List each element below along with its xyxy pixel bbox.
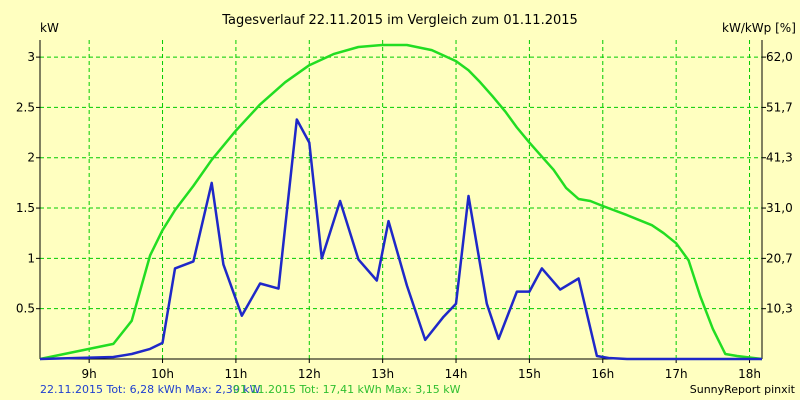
series-line-green_series — [39, 43, 763, 361]
axes — [36, 40, 766, 363]
y-tick-label-left: 1.5 — [16, 201, 35, 215]
y-tick-label-right: 31,0 — [766, 201, 793, 215]
x-tick-label: 10h — [151, 367, 174, 381]
grid — [40, 40, 762, 359]
x-tick-label: 16h — [591, 367, 614, 381]
x-tick-label: 14h — [445, 367, 468, 381]
y-tick-label-right: 20,7 — [766, 251, 793, 265]
y-tick-label-left: 2.5 — [16, 100, 35, 114]
y-tick-label-right: 62,0 — [766, 50, 793, 64]
y-tick-label-left: 2 — [27, 151, 35, 165]
x-tick-label: 13h — [371, 367, 394, 381]
y-axis-left-label: kW — [40, 21, 59, 35]
chart-title: Tagesverlauf 22.11.2015 im Vergleich zum… — [221, 13, 578, 28]
x-tick-label: 17h — [665, 367, 688, 381]
y-tick-label-right: 10,3 — [766, 302, 793, 316]
footer-brand: SunnyReport pinxit — [690, 383, 796, 396]
x-tick-label: 18h — [738, 367, 761, 381]
y-tick-label-left: 3 — [27, 50, 35, 64]
y-tick-label-right: 41,3 — [766, 151, 793, 165]
footer-green-legend: 01.11.2015 Tot: 17,41 kWh Max: 3,15 kW — [233, 383, 461, 396]
y-tick-label-right: 51,7 — [766, 100, 793, 114]
y-tick-label-left: 0.5 — [16, 302, 35, 316]
x-tick-label: 12h — [298, 367, 321, 381]
x-tick-label: 11h — [224, 367, 247, 381]
footer-blue-legend: 22.11.2015 Tot: 6,28 kWh Max: 2,39 kW — [40, 383, 261, 396]
series — [39, 43, 763, 361]
y-axis-right-label: kW/kWp [%] — [722, 21, 796, 35]
tick-labels: 9h 10h 11h 12h 13h 14h 15h 16h 17h 18h 0.5 10,3 1 20,… — [16, 50, 793, 381]
x-tick-label: 15h — [518, 367, 541, 381]
series-line-blue_series — [39, 118, 762, 361]
y-tick-label-left: 1 — [27, 251, 35, 265]
x-tick-label: 9h — [82, 367, 97, 381]
